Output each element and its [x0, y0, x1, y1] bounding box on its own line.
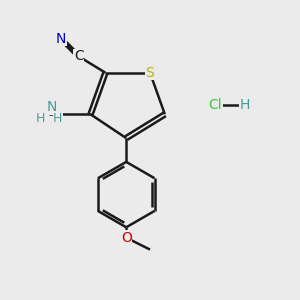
Text: Cl: Cl	[208, 98, 222, 112]
Text: H: H	[35, 112, 45, 125]
Text: O: O	[121, 231, 132, 245]
Text: N: N	[47, 100, 57, 114]
Text: H: H	[53, 112, 62, 125]
Text: S: S	[146, 66, 154, 80]
Text: H: H	[240, 98, 250, 112]
Text: C: C	[74, 50, 83, 63]
Text: N: N	[56, 32, 66, 46]
